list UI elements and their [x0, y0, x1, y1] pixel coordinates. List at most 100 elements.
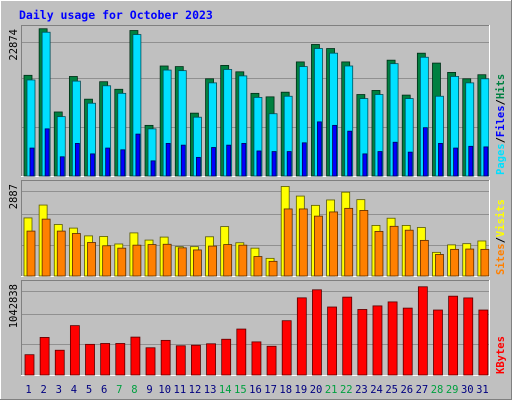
- pages-bar: [226, 144, 232, 177]
- day-tick-label: 4: [71, 384, 77, 396]
- kbytes-bar: [251, 341, 262, 376]
- day-tick-label: 14: [219, 384, 232, 396]
- kbytes-bar: [312, 289, 322, 376]
- pages-bar: [120, 149, 126, 177]
- sites-bar: [71, 233, 81, 277]
- kbytes-bar: [387, 301, 398, 376]
- pages-bar: [453, 147, 459, 177]
- sites-bar: [147, 244, 157, 277]
- visits-sites-scale-label: 2887: [8, 184, 20, 209]
- hits-files-pages-axis-label-part: Pages: [495, 143, 507, 175]
- pages-bar: [241, 143, 247, 177]
- kbytes-bar: [417, 286, 428, 376]
- visits-sites-axis-label-part: Sites: [495, 243, 507, 275]
- kbytes-bar: [357, 309, 368, 376]
- sites-bar: [450, 248, 460, 277]
- hits-files-pages-scale-label: 22874: [8, 29, 20, 61]
- kbytes-bar: [448, 295, 459, 376]
- day-tick-label: 17: [264, 384, 277, 396]
- sites-bar: [208, 245, 217, 277]
- kbytes-bar: [115, 343, 126, 376]
- day-tick-label: 19: [295, 384, 308, 396]
- day-tick-label: 13: [204, 384, 217, 396]
- sites-bar: [162, 243, 172, 277]
- pages-bar: [347, 130, 353, 177]
- kbytes-bar: [160, 339, 171, 376]
- kbytes-bar: [402, 307, 413, 376]
- day-tick-label: 5: [86, 384, 92, 396]
- day-tick-label: 11: [174, 384, 187, 396]
- pages-bar: [422, 127, 428, 177]
- pages-bar: [196, 156, 201, 177]
- day-tick-label: 9: [146, 384, 152, 396]
- kbytes-bar: [206, 343, 216, 376]
- kbytes-bar: [221, 338, 232, 376]
- sites-bar: [177, 247, 187, 277]
- sites-bar: [298, 208, 308, 277]
- hits-files-pages-axis-label: Pages/Files/Hits: [495, 74, 507, 175]
- day-tick-label: 23: [355, 384, 368, 396]
- day-tick-label: 29: [446, 384, 459, 396]
- kbytes-bar: [372, 305, 383, 376]
- sites-bar: [268, 260, 278, 277]
- sites-bar: [465, 248, 475, 277]
- pages-bar: [407, 151, 413, 177]
- pages-bar: [211, 147, 216, 177]
- pages-bar: [362, 153, 368, 177]
- sites-bar: [56, 230, 66, 277]
- visits-sites-axis-label: Sites/Visits: [495, 199, 507, 275]
- day-tick-label: 24: [370, 384, 383, 396]
- day-tick-label: 18: [279, 384, 292, 396]
- day-tick-label: 31: [476, 384, 489, 396]
- day-tick-label: 15: [234, 384, 247, 396]
- sites-bar: [344, 207, 354, 277]
- sites-bar: [87, 242, 96, 277]
- sites-bar: [359, 210, 369, 277]
- pages-bar: [438, 143, 443, 177]
- day-tick-label: 28: [431, 384, 444, 396]
- kbytes-bar: [327, 306, 337, 376]
- sites-bar: [117, 247, 127, 277]
- day-tick-label: 21: [325, 384, 338, 396]
- kbytes-bar: [175, 345, 186, 376]
- sites-bar: [314, 215, 323, 277]
- kbytes-bar: [296, 297, 307, 376]
- kbytes-bar: [191, 344, 201, 376]
- day-tick-label: 30: [461, 384, 474, 396]
- kbytes-axis-label-part: KBytes: [495, 336, 507, 374]
- day-tick-label: 16: [249, 384, 262, 396]
- kbytes-bar: [69, 325, 80, 376]
- kbytes-bar: [236, 328, 247, 376]
- kbytes-axis-label: KBytes: [495, 336, 507, 374]
- hits-files-pages-axis-label-part: /: [495, 99, 507, 105]
- pages-bar: [483, 146, 489, 177]
- hits-files-pages-axis-label-part: Hits: [495, 74, 507, 99]
- sites-bar: [404, 229, 414, 277]
- sites-bar: [283, 208, 293, 277]
- sites-bar: [223, 244, 233, 277]
- sites-bar: [389, 225, 399, 277]
- kbytes-scale-label: 1042838: [8, 284, 20, 328]
- day-tick-label: 20: [310, 384, 323, 396]
- pages-bar: [29, 147, 35, 177]
- day-tick-label: 1: [25, 384, 31, 396]
- kbytes-bar: [54, 349, 65, 376]
- kbytes-bar: [85, 343, 95, 376]
- kbytes-bar: [342, 296, 353, 376]
- sites-bar: [253, 256, 263, 277]
- day-tick-label: 7: [116, 384, 122, 396]
- day-tick-label: 27: [416, 384, 429, 396]
- chart-title: Daily usage for October 2023: [19, 8, 213, 22]
- kbytes-bar: [130, 336, 141, 376]
- pages-bar: [44, 128, 50, 177]
- pages-bar: [165, 143, 171, 177]
- kbytes-bar: [433, 309, 443, 376]
- pages-bar: [332, 124, 337, 177]
- day-tick-label: 2: [41, 384, 47, 396]
- sites-bar: [41, 218, 51, 277]
- pages-bar: [135, 133, 141, 177]
- pages-bar: [74, 143, 80, 177]
- day-tick-label: 22: [340, 384, 353, 396]
- day-tick-label: 10: [158, 384, 171, 396]
